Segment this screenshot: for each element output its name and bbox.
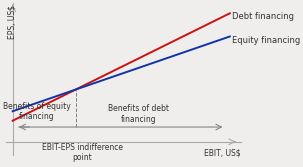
Text: Equity financing: Equity financing (232, 36, 300, 45)
Text: Debt financing: Debt financing (232, 12, 294, 21)
Text: EBIT, US$: EBIT, US$ (204, 148, 241, 157)
Text: EBIT-EPS indifference
point: EBIT-EPS indifference point (42, 143, 123, 162)
Text: EPS, US$: EPS, US$ (7, 5, 16, 39)
Text: Benefits of debt
financing: Benefits of debt financing (108, 105, 169, 124)
Text: Benefits of equity
financing: Benefits of equity financing (3, 102, 71, 121)
